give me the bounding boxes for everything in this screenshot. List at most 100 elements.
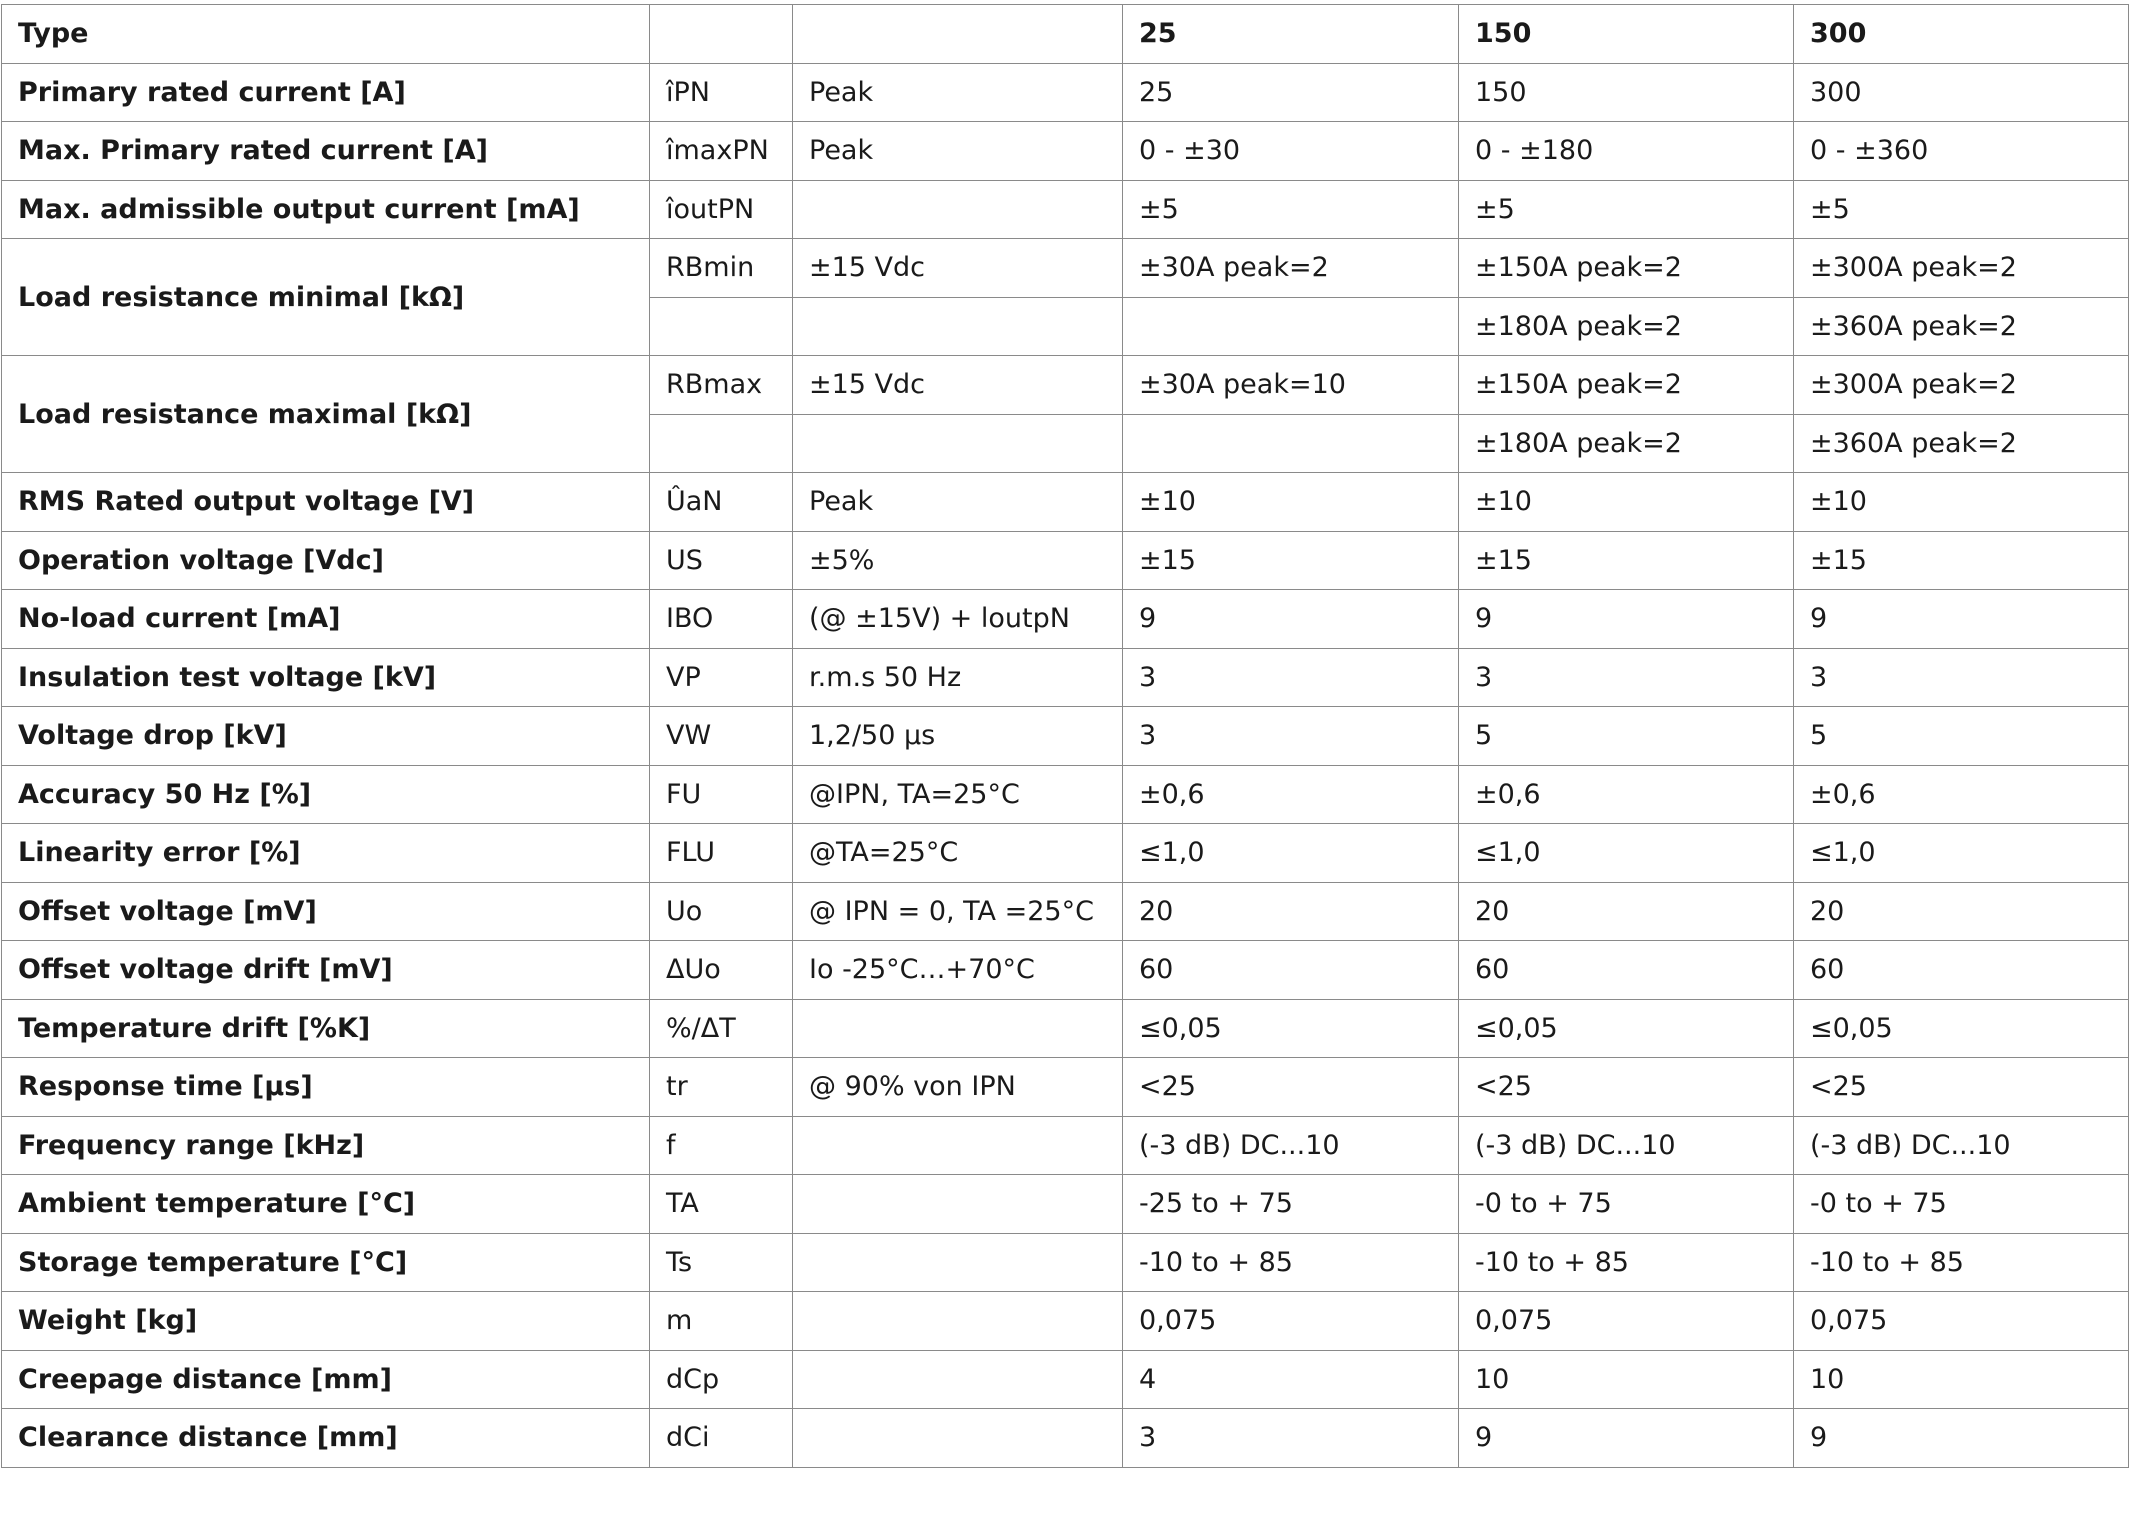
- table-cell: @IPN, TA=25°C: [792, 764, 1123, 824]
- table-cell: [1122, 296, 1459, 356]
- table-cell: %/ΔT: [649, 998, 793, 1058]
- table-cell: Storage temperature [°C]: [1, 1232, 650, 1292]
- table-cell: Offset voltage drift [mV]: [1, 940, 650, 1000]
- table-cell: Ambient temperature [°C]: [1, 1174, 650, 1234]
- table-row: Max. Primary rated current [A] îmaxPN Peak…: [1, 121, 2129, 181]
- table-cell: Max. Primary rated current [A]: [1, 121, 650, 181]
- table-cell: VW: [649, 706, 793, 766]
- table-cell: Type: [1, 4, 650, 64]
- table-cell: 3: [1793, 647, 2129, 707]
- table-cell: 0,075: [1458, 1291, 1794, 1351]
- table-cell: [792, 1232, 1123, 1292]
- table-cell: 0 - ±30: [1122, 121, 1459, 181]
- table-cell: @ IPN = 0, TA =25°C: [792, 881, 1123, 941]
- table-cell: ±10: [1458, 472, 1794, 532]
- table-cell: ±180A peak=2: [1458, 413, 1794, 473]
- table-row: No-load current [mA] IBO (@ ±15V) + loutpN…: [1, 589, 2129, 649]
- table-cell: ±15 Vdc: [792, 355, 1123, 415]
- table-cell: ±360A peak=2: [1793, 296, 2129, 356]
- table-cell: Max. admissible output current [mA]: [1, 179, 650, 239]
- table-row: Max. admissible output current [mA] îoutP…: [1, 179, 2129, 239]
- table-cell: Linearity error [%]: [1, 823, 650, 883]
- table-cell: ±10: [1122, 472, 1459, 532]
- table-cell: dCp: [649, 1349, 793, 1409]
- table-cell: @TA=25°C: [792, 823, 1123, 883]
- table-cell: 150: [1458, 4, 1794, 64]
- table-cell: tr: [649, 1057, 793, 1117]
- table-cell: 300: [1793, 4, 2129, 64]
- table-row: Response time [µs] tr @ 90% von IPN <25 <25 <…: [1, 1057, 2129, 1117]
- table-cell: ±150A peak=2: [1458, 238, 1794, 298]
- table-cell: Clearance distance [mm]: [1, 1408, 650, 1468]
- table-cell: ±5: [1793, 179, 2129, 239]
- table-cell: [792, 413, 1123, 473]
- table-row: Offset voltage drift [mV] ΔUo Io -25°C…+70…: [1, 940, 2129, 1000]
- table-row: Load resistance minimal [kΩ] RBmin ±15 Vdc…: [1, 238, 2129, 356]
- table-row: Storage temperature [°C] Ts -10 to + 85 -10…: [1, 1232, 2129, 1292]
- table-cell: 3: [1458, 647, 1794, 707]
- table-cell: (-3 dB) DC...10: [1458, 1115, 1794, 1175]
- table-row: Ambient temperature [°C] TA -25 to + 75 -0 …: [1, 1174, 2129, 1234]
- table-cell: ±0,6: [1122, 764, 1459, 824]
- table-cell: TA: [649, 1174, 793, 1234]
- table-cell: RBmin: [649, 238, 793, 298]
- table-row: Load resistance maximal [kΩ] RBmax ±15 Vdc…: [1, 355, 2129, 473]
- table-cell: [649, 296, 793, 356]
- table-row: Voltage drop [kV] VW 1,2/50 µs 3 5 5: [1, 706, 2129, 766]
- table-cell: [792, 296, 1123, 356]
- table-row: Temperature drift [%K] %/ΔT ≤0,05 ≤0,05 ≤0,0…: [1, 998, 2129, 1058]
- table-cell: <25: [1122, 1057, 1459, 1117]
- table-cell: -10 to + 85: [1122, 1232, 1459, 1292]
- table-cell: Voltage drop [kV]: [1, 706, 650, 766]
- table-cell: Response time [µs]: [1, 1057, 650, 1117]
- table-cell: ±15: [1458, 530, 1794, 590]
- table-cell: ±5: [1458, 179, 1794, 239]
- table-cell: FU: [649, 764, 793, 824]
- table-cell: 20: [1793, 881, 2129, 941]
- table-cell: Insulation test voltage [kV]: [1, 647, 650, 707]
- table-cell: 60: [1122, 940, 1459, 1000]
- table-cell: 9: [1793, 1408, 2129, 1468]
- table-cell: ±300A peak=2: [1793, 238, 2129, 298]
- table-row: ±180A peak=2 ±360A peak=2: [2, 413, 2129, 473]
- table-cell: Peak: [792, 62, 1123, 122]
- table-cell: 9: [1458, 1408, 1794, 1468]
- table-row: Offset voltage [mV] Uo @ IPN = 0, TA =25°C…: [1, 881, 2129, 941]
- table-cell: Primary rated current [A]: [1, 62, 650, 122]
- table-cell: Operation voltage [Vdc]: [1, 530, 650, 590]
- table-cell: Frequency range [kHz]: [1, 1115, 650, 1175]
- table-cell: [792, 4, 1123, 64]
- table-cell: Uo: [649, 881, 793, 941]
- table-cell: ≤1,0: [1458, 823, 1794, 883]
- table-cell: [792, 1115, 1123, 1175]
- table-cell: ±180A peak=2: [1458, 296, 1794, 356]
- table-cell: 0 - ±360: [1793, 121, 2129, 181]
- table-cell: 4: [1122, 1349, 1459, 1409]
- table-cell: Accuracy 50 Hz [%]: [1, 764, 650, 824]
- table-cell: 10: [1793, 1349, 2129, 1409]
- spec-table: Type 25 150 300 Primary rated current [A] îPN…: [1, 4, 2129, 1468]
- table-cell: 300: [1793, 62, 2129, 122]
- table-cell: [792, 998, 1123, 1058]
- table-cell: 60: [1793, 940, 2129, 1000]
- table-cell: VP: [649, 647, 793, 707]
- table-cell: FLU: [649, 823, 793, 883]
- table-cell: (-3 dB) DC...10: [1122, 1115, 1459, 1175]
- table-cell: RBmax: [649, 355, 793, 415]
- table-cell: r.m.s 50 Hz: [792, 647, 1123, 707]
- table-cell: Temperature drift [%K]: [1, 998, 650, 1058]
- table-cell: 0,075: [1793, 1291, 2129, 1351]
- table-cell: ±150A peak=2: [1458, 355, 1794, 415]
- table-cell: Io -25°C…+70°C: [792, 940, 1123, 1000]
- table-cell: -0 to + 75: [1458, 1174, 1794, 1234]
- table-cell: 3: [1122, 647, 1459, 707]
- table-cell: îmaxPN: [649, 121, 793, 181]
- table-cell: [649, 413, 793, 473]
- table-cell: [792, 1349, 1123, 1409]
- table-cell: [792, 179, 1123, 239]
- table-cell: <25: [1458, 1057, 1794, 1117]
- table-cell: ±30A peak=10: [1122, 355, 1459, 415]
- table-cell: Peak: [792, 121, 1123, 181]
- table-cell: @ 90% von IPN: [792, 1057, 1123, 1117]
